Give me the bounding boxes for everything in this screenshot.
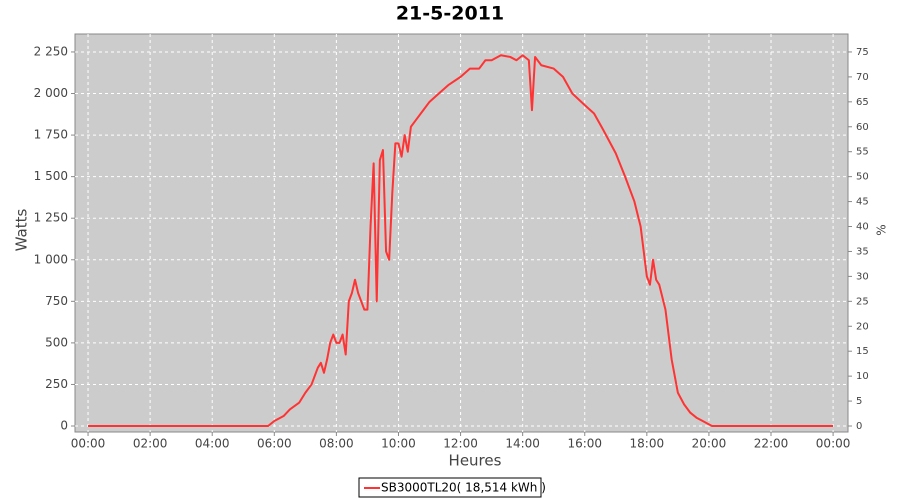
x-tick-label: 00:00 <box>71 437 106 451</box>
legend-label: SB3000TL20( 18,514 kWh ) <box>381 481 546 495</box>
y-tick-label: 500 <box>45 335 68 349</box>
y2-tick-label: 15 <box>856 346 869 357</box>
y2-tick-label: 20 <box>856 321 869 332</box>
y2-tick-label: 5 <box>856 396 862 407</box>
x-tick-label: 00:00 <box>816 437 851 451</box>
y-tick-label: 2 000 <box>34 86 68 100</box>
y2-tick-label: 30 <box>856 271 869 282</box>
y2-tick-label: 40 <box>856 222 869 233</box>
y2-tick-label: 0 <box>856 421 862 432</box>
y-tick-label: 2 250 <box>34 44 68 58</box>
y2-tick-label: 60 <box>856 122 869 133</box>
x-tick-label: 12:00 <box>443 437 478 451</box>
y-tick-label: 1 500 <box>34 169 68 183</box>
y2-axis-label: % <box>875 224 889 235</box>
y-tick-label: 1 000 <box>34 252 68 266</box>
y-axis-label: Watts <box>13 209 31 252</box>
y-tick-label: 750 <box>45 294 68 308</box>
x-tick-label: 04:00 <box>195 437 230 451</box>
legend-box <box>358 477 542 498</box>
y-tick-label: 250 <box>45 377 68 391</box>
y2-tick-label: 45 <box>856 197 869 208</box>
x-tick-label: 08:00 <box>319 437 354 451</box>
data-line <box>88 54 834 428</box>
x-tick-label: 16:00 <box>567 437 602 451</box>
x-tick-label: 20:00 <box>692 437 727 451</box>
y2-tick-label: 75 <box>856 47 869 58</box>
chart-title: 21-5-2011 <box>396 3 504 25</box>
x-tick-label: 02:00 <box>133 437 168 451</box>
y2-tick-label: 10 <box>856 371 869 382</box>
x-axis-label: Heures <box>449 452 502 470</box>
x-tick-label: 10:00 <box>381 437 416 451</box>
plot-area <box>74 33 849 433</box>
y2-tick-label: 35 <box>856 246 869 257</box>
x-tick-label: 22:00 <box>754 437 789 451</box>
y-tick-label: 0 <box>60 419 68 433</box>
x-tick-label: 14:00 <box>505 437 540 451</box>
y2-tick-label: 25 <box>856 296 869 307</box>
y2-tick-label: 70 <box>856 72 869 83</box>
x-tick-label: 18:00 <box>630 437 665 451</box>
y2-tick-label: 65 <box>856 97 869 108</box>
x-tick-label: 06:00 <box>257 437 292 451</box>
y2-tick-label: 55 <box>856 147 869 158</box>
y-tick-label: 1 250 <box>34 211 68 225</box>
y-tick-label: 1 750 <box>34 128 68 142</box>
y2-tick-label: 50 <box>856 172 869 183</box>
